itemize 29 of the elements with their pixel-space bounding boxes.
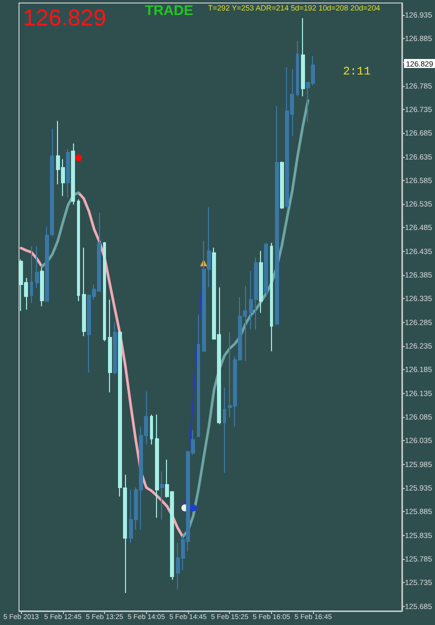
annotation: TRADE (145, 2, 194, 18)
candlestick (197, 314, 200, 437)
candlestick (113, 322, 117, 375)
candlestick (103, 241, 106, 342)
candlestick (66, 148, 70, 198)
candlestick (108, 299, 112, 393)
candlestick (82, 247, 86, 337)
candlestick (45, 226, 49, 302)
point (74, 154, 82, 162)
candlestick (264, 242, 268, 297)
annotation: 126.829 (23, 4, 106, 30)
candlestick (296, 40, 299, 97)
candlestick (259, 250, 263, 314)
candlestick (77, 198, 80, 302)
candlestick (275, 106, 279, 325)
candlestick (50, 128, 54, 237)
candlestick (301, 18, 305, 97)
candlestick (40, 267, 44, 307)
candlestick (270, 242, 273, 352)
candlestick (160, 470, 164, 520)
candlestick (35, 246, 39, 288)
candlestick (150, 414, 153, 445)
candlestick (30, 246, 33, 304)
point (190, 504, 197, 512)
candlestick (223, 387, 226, 474)
annotation: 2:11 (343, 66, 371, 78)
candlestick (280, 161, 284, 210)
candlestick (71, 143, 75, 206)
candlestick (155, 414, 159, 518)
